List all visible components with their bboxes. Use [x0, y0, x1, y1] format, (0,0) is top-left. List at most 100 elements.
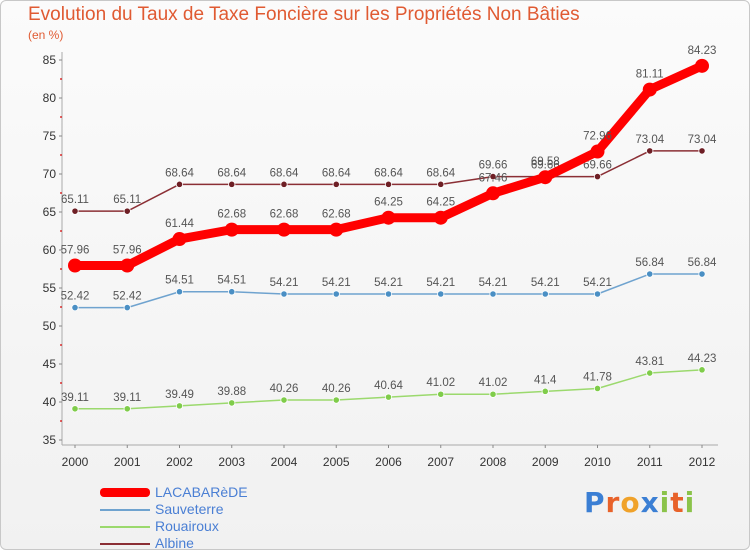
- series-albine: 65.11 65.11 68.64 68.64 68.64 68.64 68.64 68.64…: [61, 134, 717, 215]
- data-label: 54.21: [322, 277, 351, 289]
- data-label: 56.84: [635, 257, 664, 269]
- unit-label: (en %): [28, 28, 64, 42]
- data-point: [646, 270, 654, 278]
- data-label: 40.26: [270, 383, 299, 395]
- data-point: [228, 180, 236, 188]
- legend-label: LACABARèDE: [155, 484, 248, 500]
- data-label: 40.64: [374, 380, 403, 392]
- data-point: [71, 405, 79, 413]
- y-minor-tick: [60, 154, 62, 156]
- y-minor-tick: [60, 230, 62, 232]
- data-label: 39.49: [165, 389, 194, 401]
- axes: 35 40 45 50 55 60 65 70 75 80 85 2000 2001 2002 2003 20…: [43, 52, 718, 469]
- data-label: 41.02: [426, 377, 455, 389]
- data-point: [175, 288, 184, 296]
- data-point: [175, 402, 184, 410]
- data-point: [277, 222, 291, 237]
- data-point: [698, 147, 706, 155]
- legend-label: Rouairoux: [155, 518, 219, 534]
- data-label: 68.64: [270, 167, 299, 179]
- data-label: 68.64: [426, 167, 455, 179]
- y-tick-label: 45: [43, 357, 57, 371]
- data-point: [593, 290, 602, 298]
- data-point: [332, 396, 340, 404]
- data-label: 44.23: [688, 353, 717, 365]
- chart-title: Evolution du Taux de Taxe Foncière sur l…: [28, 4, 580, 25]
- y-minor-tick: [60, 268, 62, 270]
- data-label: 68.64: [374, 167, 403, 179]
- legend-swatch: [100, 488, 150, 497]
- data-label: 69.66: [479, 160, 508, 172]
- y-tick-label: 50: [43, 319, 57, 333]
- y-tick-label: 60: [43, 243, 57, 257]
- data-point: [489, 290, 497, 298]
- data-point: [120, 258, 135, 273]
- logo-letter: i: [659, 486, 671, 519]
- data-label: 73.04: [688, 134, 717, 146]
- y-tick-label: 65: [43, 205, 57, 219]
- data-point: [71, 207, 79, 215]
- data-label: 54.21: [479, 277, 508, 289]
- data-point: [384, 393, 393, 401]
- data-label: 56.84: [688, 257, 717, 269]
- logo-letter: o: [620, 486, 641, 519]
- logo-letter: P: [584, 486, 606, 519]
- data-point: [538, 170, 553, 185]
- data-label: 64.25: [374, 197, 403, 209]
- y-minor-tick: [60, 382, 62, 384]
- data-label: 41.02: [479, 377, 508, 389]
- data-point: [123, 304, 131, 312]
- x-tick-label: 2010: [584, 455, 611, 469]
- data-point: [332, 180, 340, 188]
- data-label: 69.58: [531, 156, 560, 168]
- data-label: 43.81: [635, 356, 664, 368]
- data-point: [642, 82, 657, 97]
- data-point: [433, 210, 448, 225]
- series-lacabarde: 57.96 57.96 61.44 62.68 62.68 62.68 64.25 64.25…: [61, 45, 717, 273]
- data-point: [224, 222, 239, 237]
- data-point: [541, 290, 549, 298]
- data-label: 54.21: [426, 277, 455, 289]
- data-label: 72.96: [583, 131, 612, 143]
- legend-swatch: [100, 509, 150, 511]
- data-point: [68, 258, 82, 273]
- data-label: 73.04: [635, 134, 664, 146]
- x-tick-label: 2005: [323, 455, 350, 469]
- y-tick-label: 40: [43, 395, 57, 409]
- data-point: [280, 396, 288, 404]
- data-label: 40.26: [322, 383, 351, 395]
- legend-entry: Sauveterre: [100, 501, 300, 518]
- data-point: [646, 369, 654, 377]
- series-rouairoux: 39.11 39.11 39.49 39.88 40.26 40.26 40.64 41.02…: [61, 353, 717, 413]
- x-tick-label: 2008: [480, 455, 507, 469]
- x-tick-label: 2009: [532, 455, 559, 469]
- data-point: [593, 384, 602, 393]
- x-tick-label: 2007: [427, 455, 454, 469]
- data-label: 57.96: [113, 245, 142, 257]
- data-label: 52.42: [113, 291, 142, 303]
- x-tick-label: 2002: [166, 455, 193, 469]
- data-label: 84.23: [688, 45, 717, 57]
- y-minor-tick: [60, 306, 62, 308]
- data-label: 39.11: [61, 392, 89, 404]
- data-label: 62.68: [270, 209, 299, 221]
- data-point: [486, 186, 500, 201]
- data-label: 39.11: [113, 392, 141, 404]
- data-label: 65.11: [113, 194, 141, 206]
- data-point: [172, 232, 187, 247]
- legend-label: Albine: [155, 535, 194, 551]
- data-point: [489, 390, 497, 398]
- data-label: 41.78: [583, 371, 612, 383]
- data-label: 67.46: [479, 172, 508, 184]
- data-label: 61.44: [165, 218, 194, 230]
- legend-entry: Rouairoux: [100, 518, 300, 535]
- data-label: 54.21: [531, 277, 560, 289]
- data-point: [332, 290, 340, 298]
- x-tick-label: 2004: [271, 455, 298, 469]
- data-point: [646, 147, 654, 155]
- series-layer: 65.11 65.11 68.64 68.64 68.64 68.64 68.64 68.64…: [61, 45, 717, 413]
- y-tick-label: 35: [43, 433, 57, 447]
- data-point: [228, 288, 236, 296]
- legend-entry: Albine: [100, 535, 300, 552]
